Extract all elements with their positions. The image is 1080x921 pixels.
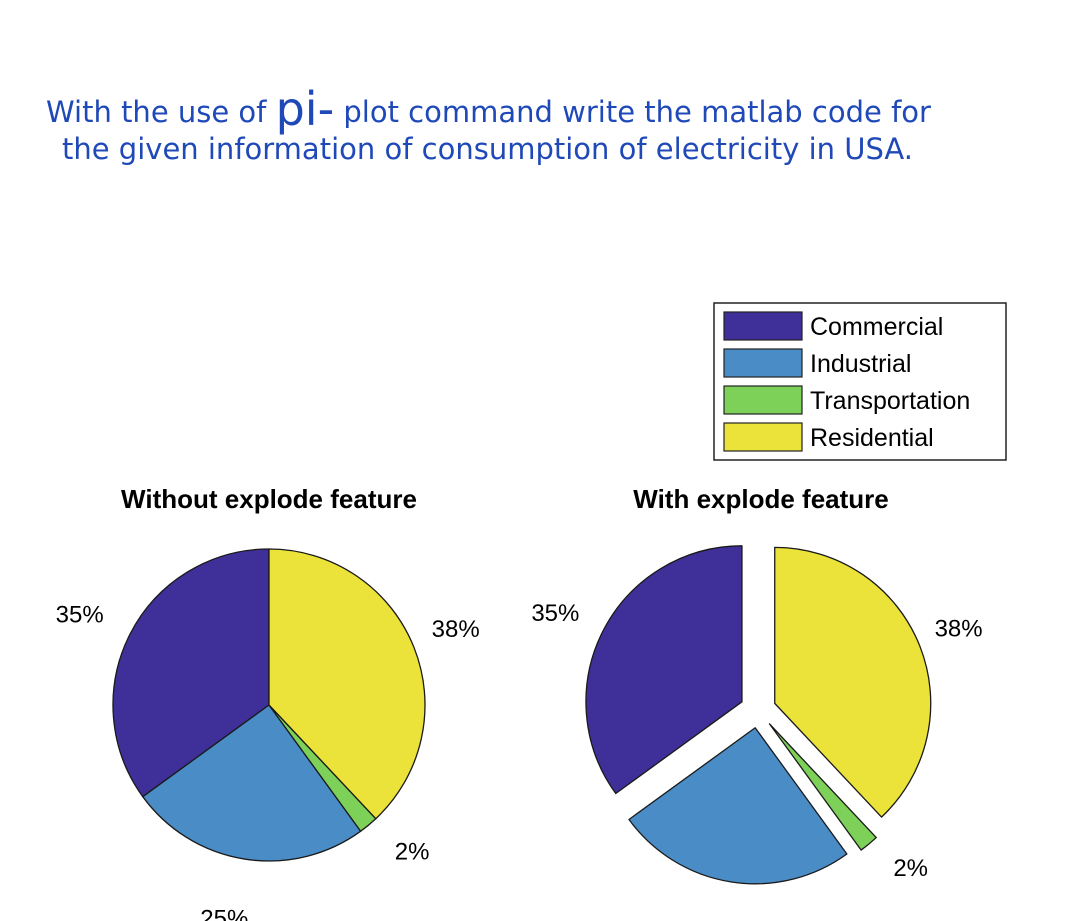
pie-chart-without-explode: Without explode feature 35% 25% 2% 38%: [56, 484, 480, 921]
slice-label-commercial: 35%: [56, 602, 104, 629]
slice-label-residential: 38%: [935, 616, 983, 643]
slice-label-transportation: 2%: [893, 855, 928, 882]
question-emphasis: pi-: [275, 82, 335, 136]
pie-slice-residential: [268, 548, 426, 820]
slice-label-transportation: 2%: [395, 838, 430, 865]
slice-label-commercial: 35%: [531, 600, 579, 627]
chart-title: With explode feature: [633, 484, 888, 514]
question-line-1: With the use of pi- plot command write t…: [46, 86, 931, 133]
legend-label-industrial: Industrial: [810, 350, 911, 378]
pie-slice-industrial: [142, 704, 362, 862]
pie-slice-industrial: [628, 727, 848, 885]
legend-label-commercial: Commercial: [810, 313, 943, 341]
question-line-2: the given information of consumption of …: [62, 132, 913, 166]
question-part-2: plot command write the matlab code for: [334, 95, 931, 129]
slice-label-industrial: 25%: [200, 906, 248, 921]
question-part-1: With the use of: [46, 95, 276, 129]
legend-swatch-commercial: [723, 311, 803, 341]
slice-label-residential: 38%: [432, 616, 480, 643]
legend-swatch-transportation: [723, 385, 803, 415]
legend-label-transportation: Transportation: [810, 387, 970, 415]
legend-label-residential: Residential: [810, 424, 934, 452]
chart-legend: Commercial Industrial Transportation Reside…: [713, 302, 1007, 461]
pie-slice-commercial: [112, 548, 270, 798]
pie-slice-transportation: [768, 723, 877, 851]
pie-slice-commercial: [585, 545, 743, 795]
legend-swatch-industrial: [723, 348, 803, 378]
legend-swatch-residential: [723, 422, 803, 452]
pie-slice-residential: [774, 546, 932, 818]
chart-title: Without explode feature: [121, 484, 417, 514]
